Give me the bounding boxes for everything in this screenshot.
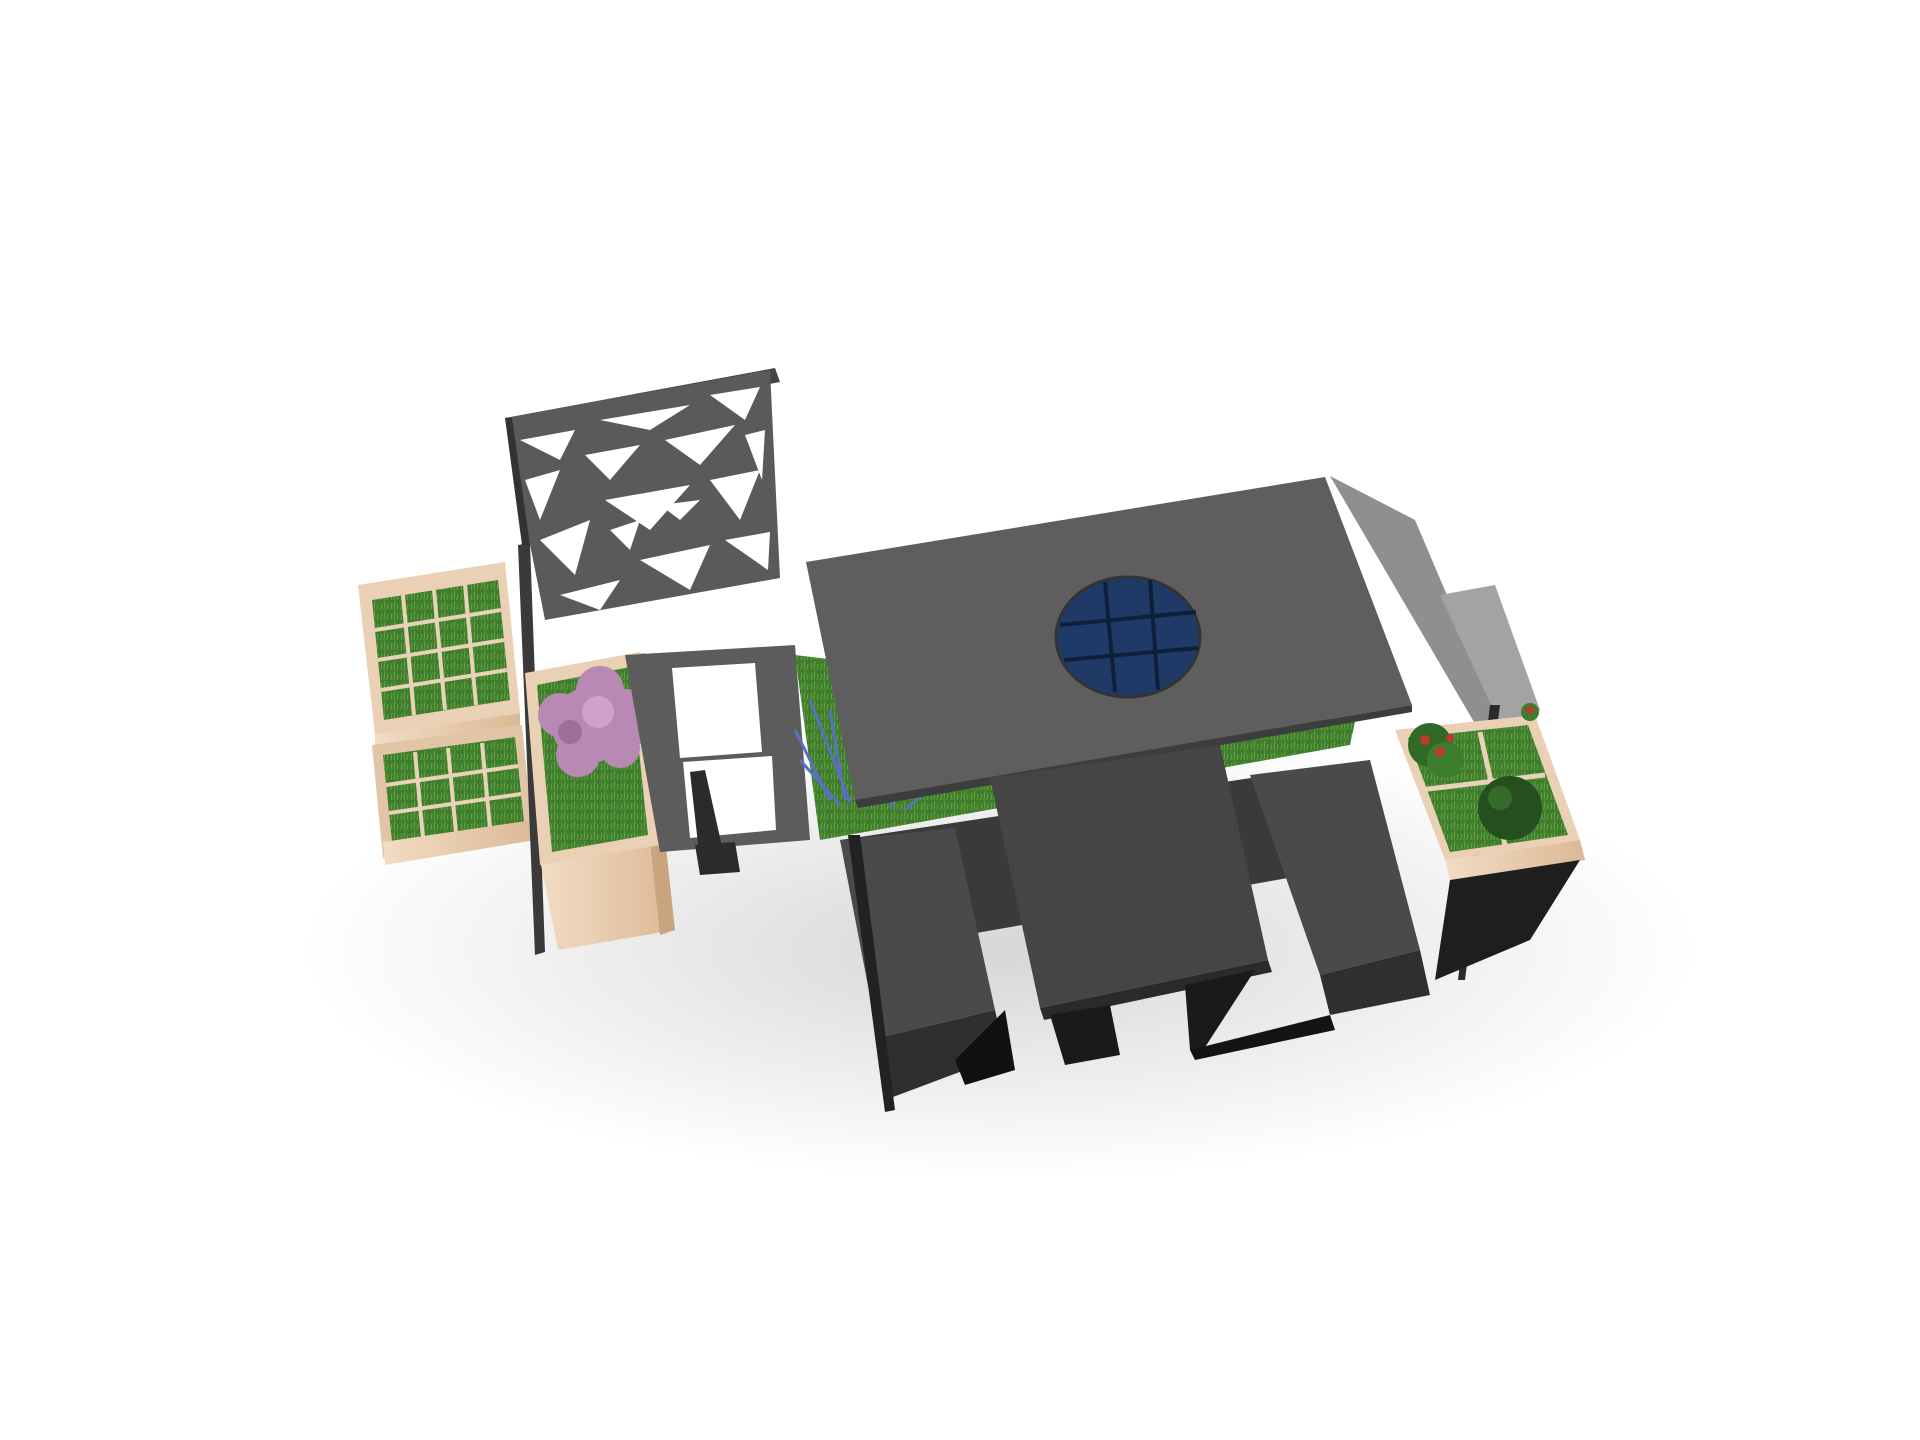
round-shrub	[1478, 776, 1542, 840]
blossom-planter-front	[540, 842, 675, 950]
upper-planter-grid	[374, 584, 508, 716]
right-bench-leg	[1190, 1015, 1335, 1060]
canopy-flap-right	[1440, 585, 1540, 735]
round-shrub-highlight	[1488, 786, 1512, 810]
seating-left-panel	[848, 835, 895, 1112]
right-bench-seat	[1250, 760, 1420, 975]
frame-window-top	[672, 663, 762, 758]
stacked-planters	[358, 543, 545, 955]
table-leg-right	[1185, 970, 1255, 1055]
frame-handle	[690, 770, 725, 862]
privacy-screen	[505, 368, 780, 620]
right-bench-front	[1320, 950, 1430, 1015]
right-planter-base	[1435, 860, 1580, 980]
left-bench-front	[878, 1010, 1005, 1100]
lower-planter-lip	[383, 820, 535, 865]
right-planter	[1395, 703, 1585, 980]
frame-panel	[625, 645, 810, 875]
canopy-flap	[1330, 476, 1515, 775]
screen-post	[505, 418, 530, 545]
table-top	[990, 745, 1268, 1008]
solar-panel	[1054, 575, 1202, 699]
right-planter-front	[1445, 840, 1585, 880]
table-edge	[1040, 960, 1272, 1020]
screen-cutouts	[520, 387, 770, 610]
table-leg-left	[1050, 1005, 1120, 1065]
rose-bush	[1408, 703, 1539, 778]
frame-foot	[695, 842, 740, 875]
seating-set	[840, 745, 1430, 1112]
solar-disc	[1054, 575, 1202, 699]
lower-planter-grid	[385, 742, 522, 839]
left-bench-leg	[955, 1010, 1015, 1085]
